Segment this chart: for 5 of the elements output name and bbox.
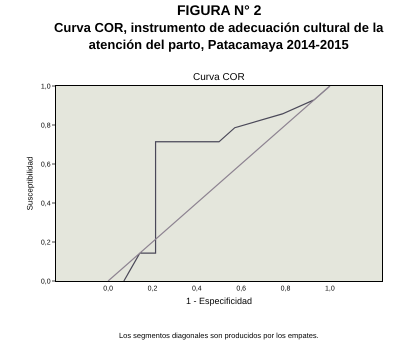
chart-title: FIGURA N° 2 (177, 2, 262, 18)
y-axis-title: Susceptibilidad (26, 156, 35, 210)
text: Curva COR (193, 72, 245, 83)
chart-subtitle: Curva COR, instrumento de adecuación cultural de la atención del parto, Patacamaya 2014-2015 (54, 20, 384, 52)
x-axis-title: 1 - Especificidad (186, 296, 252, 306)
